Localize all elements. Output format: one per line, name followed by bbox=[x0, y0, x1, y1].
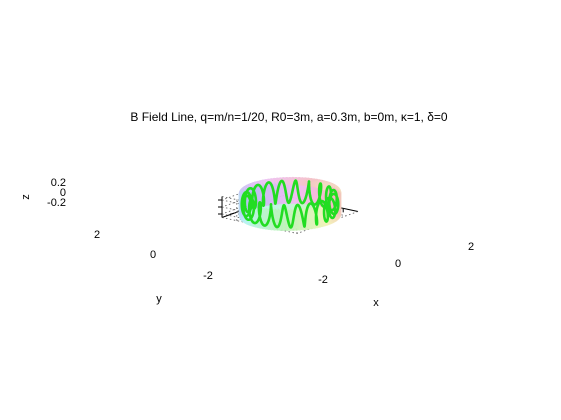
y-axis: -2 0 2 y bbox=[94, 229, 213, 305]
chart-title: B Field Line, q=m/n=1/20, R0=3m, a=0.3m,… bbox=[130, 110, 448, 124]
x-axis-label: x bbox=[373, 297, 379, 309]
z-axis: 0.2 0 -0.2 z bbox=[20, 177, 66, 209]
z-axis-label: z bbox=[20, 194, 32, 200]
field-line bbox=[240, 179, 340, 229]
z-tick-label: -0.2 bbox=[47, 197, 66, 209]
y-tick-label: 0 bbox=[150, 249, 156, 261]
y-tick-label: -2 bbox=[203, 270, 213, 282]
box-edge bbox=[221, 217, 298, 234]
x-tick-label: -2 bbox=[318, 274, 328, 286]
box-edge bbox=[221, 196, 298, 213]
grid-line-z bbox=[221, 199, 298, 217]
z-tick-label: 0.2 bbox=[51, 177, 66, 189]
z-tick-label: 0 bbox=[60, 187, 66, 199]
grid-line-z bbox=[221, 206, 298, 224]
axes-3d bbox=[218, 176, 359, 234]
x-tick-label: 2 bbox=[468, 241, 474, 253]
y-tick bbox=[229, 212, 235, 215]
grid-line-z bbox=[221, 213, 298, 231]
x-axis: -2 0 2 x bbox=[318, 241, 474, 309]
y-tick-label: 2 bbox=[94, 229, 100, 241]
x-tick-label: 0 bbox=[395, 258, 401, 270]
y-axis-label: y bbox=[156, 293, 162, 305]
field-line-series bbox=[240, 179, 340, 229]
